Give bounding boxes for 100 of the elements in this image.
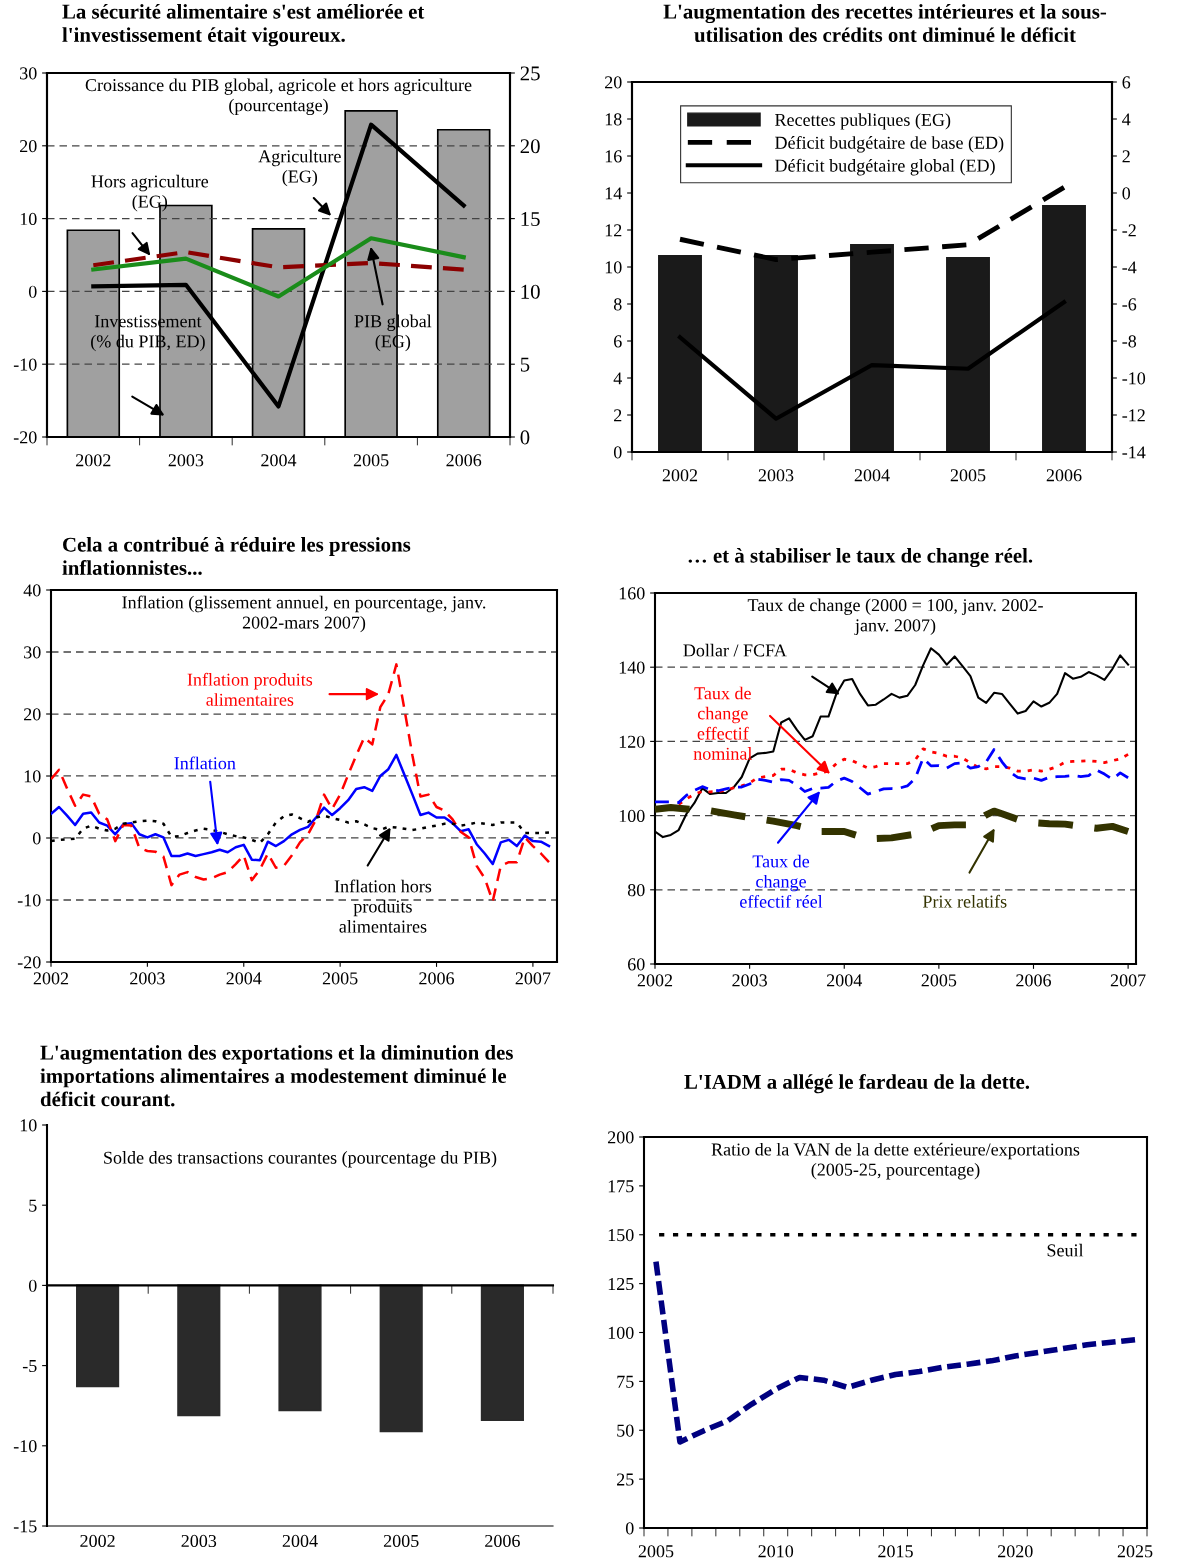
line-series bbox=[91, 250, 466, 272]
y-tick-label: -15 bbox=[13, 1520, 37, 1533]
y2-tick-label: 0 bbox=[1122, 187, 1131, 200]
y-tick-label: 2 bbox=[614, 409, 622, 422]
x-tick-label: 2005 bbox=[322, 972, 358, 985]
ref-line-label: Seuil bbox=[1047, 1243, 1084, 1257]
y-tick-label: 10 bbox=[24, 770, 41, 783]
x-tick-label: 2002 bbox=[80, 1534, 115, 1548]
x-tick-label: 2020 bbox=[998, 1545, 1033, 1558]
y2-tick-label: 4 bbox=[1122, 113, 1131, 126]
y-tick-label: 160 bbox=[619, 587, 645, 600]
x-tick-label: 2015 bbox=[878, 1545, 913, 1558]
y2-tick-label: -8 bbox=[1122, 335, 1137, 348]
chart-title: L'IADM a allégé le fardeau de la dette. bbox=[684, 1074, 1030, 1094]
y-tick-label: 10 bbox=[20, 1119, 37, 1132]
y-tick-label: 50 bbox=[617, 1424, 634, 1437]
y-tick-label: -10 bbox=[17, 894, 41, 907]
chart-title: Cela a contribué à réduire les pressions inflationnistes... bbox=[62, 537, 411, 575]
y-tick-label: 0 bbox=[625, 1522, 634, 1535]
y-tick-label: 5 bbox=[29, 1199, 37, 1212]
line-series bbox=[677, 300, 1067, 421]
bar bbox=[946, 256, 990, 452]
y-tick-label: 200 bbox=[607, 1131, 634, 1144]
x-tick-label: 2005 bbox=[950, 469, 986, 482]
x-tick-label: 2005 bbox=[638, 1545, 674, 1558]
x-tick-label: 2005 bbox=[353, 454, 389, 467]
x-tick-label: 2003 bbox=[168, 454, 204, 467]
y2-tick-label: -6 bbox=[1122, 298, 1137, 311]
line-series bbox=[91, 236, 466, 299]
x-tick-label: 2002 bbox=[33, 972, 69, 985]
x-tick-label: 2007 bbox=[515, 972, 551, 985]
x-tick-label: 2004 bbox=[261, 454, 297, 467]
legend-label: Déficit budgétaire global (ED) bbox=[775, 158, 995, 176]
legend-label: Déficit budgétaire de base (ED) bbox=[775, 135, 1004, 153]
y-tick-label: 12 bbox=[605, 224, 622, 237]
y2-tick-label: -14 bbox=[1122, 446, 1146, 459]
legend-label: Recettes publiques (EG) bbox=[775, 113, 951, 130]
bar bbox=[1042, 205, 1086, 452]
y-tick-label: 75 bbox=[617, 1375, 634, 1388]
x-tick-label: 2002 bbox=[662, 469, 698, 482]
text: Inflation hors produits alimentaires bbox=[334, 879, 432, 933]
y-tick-label: -5 bbox=[22, 1360, 37, 1373]
y-tick-label: -20 bbox=[17, 956, 41, 969]
x-tick-label: 2006 bbox=[1016, 974, 1052, 987]
text: Dollar / FCFA bbox=[683, 643, 787, 657]
y-tick-label: 0 bbox=[32, 832, 41, 845]
y2-tick-label: 6 bbox=[1122, 76, 1131, 89]
y2-tick-label: -12 bbox=[1122, 409, 1145, 422]
bar bbox=[754, 255, 798, 452]
y-tick-label: 30 bbox=[20, 67, 37, 80]
y-tick-label: 6 bbox=[614, 335, 622, 348]
text: Taux de change (2000 = 100, janv. 2002-janv. 2007) bbox=[747, 598, 1043, 636]
y2-tick-label: 25 bbox=[520, 66, 540, 81]
y-tick-label: -10 bbox=[13, 1440, 37, 1453]
y-tick-label: -10 bbox=[13, 358, 37, 371]
x-tick-label: 2005 bbox=[383, 1534, 419, 1548]
x-tick-label: 2004 bbox=[282, 1534, 318, 1548]
y-tick-label: 18 bbox=[605, 113, 622, 126]
x-tick-label: 2004 bbox=[854, 469, 890, 482]
y-tick-label: 80 bbox=[627, 884, 645, 897]
y2-tick-label: -2 bbox=[1122, 224, 1136, 237]
bar bbox=[658, 255, 702, 452]
x-tick-label: 2010 bbox=[758, 1545, 794, 1558]
text: Ratio de la VAN de la dette extérieure/exportations (2005-25, pourcentage) bbox=[711, 1142, 1080, 1180]
y-tick-label: 125 bbox=[608, 1277, 634, 1291]
x-tick-label: 2006 bbox=[446, 454, 482, 467]
y-tick-label: 20 bbox=[605, 76, 622, 89]
x-tick-label: 2003 bbox=[181, 1534, 217, 1548]
x-tick-label: 2003 bbox=[732, 974, 767, 987]
y-tick-label: -20 bbox=[13, 431, 37, 444]
y2-tick-label: 5 bbox=[520, 357, 530, 372]
legend-label: Inflation produits alimentaires bbox=[187, 672, 313, 706]
y-tick-label: 0 bbox=[28, 285, 37, 298]
y-tick-label: 60 bbox=[628, 958, 645, 971]
text: Inflation (glissement annuel, en pourcentage, janv. 2002-mars 2007) bbox=[122, 595, 486, 633]
x-tick-label: 2002 bbox=[76, 454, 111, 467]
x-tick-label: 2007 bbox=[1110, 974, 1146, 987]
text: Prix relatifs bbox=[922, 894, 1007, 908]
chart-title: … et à stabiliser le taux de change réel. bbox=[688, 548, 1033, 568]
y-tick-label: 20 bbox=[20, 140, 37, 153]
y-tick-label: 100 bbox=[608, 1326, 634, 1339]
y2-tick-label: 15 bbox=[521, 212, 540, 227]
chart-title: La sécurité alimentaire s'est améliorée et l'investissement était vigoureux. bbox=[62, 3, 425, 47]
y-tick-label: 100 bbox=[619, 809, 645, 823]
x-tick-label: 2006 bbox=[1046, 469, 1082, 482]
chart-title: L'augmentation des exportations et la diminution des importations alimentaires a modestement diminué le déficit courant. bbox=[40, 1045, 513, 1107]
y-tick-label: 30 bbox=[24, 646, 41, 659]
text: Taux de change effectif réel bbox=[740, 854, 823, 908]
x-tick-label: 2006 bbox=[485, 1534, 520, 1548]
y2-tick-label: 20 bbox=[520, 139, 540, 154]
x-tick-label: 2025 bbox=[1117, 1545, 1153, 1558]
y-tick-label: 120 bbox=[619, 735, 645, 748]
series-label: Taux de change effectif nominal bbox=[693, 686, 753, 760]
text: Inflation bbox=[174, 756, 236, 770]
x-tick-label: 2005 bbox=[921, 974, 957, 987]
bar bbox=[850, 243, 894, 452]
x-tick-label: 2004 bbox=[826, 974, 863, 987]
x-tick-label: 2002 bbox=[637, 974, 673, 987]
y-tick-label: 0 bbox=[613, 446, 622, 459]
x-tick-label: 2003 bbox=[130, 972, 165, 985]
